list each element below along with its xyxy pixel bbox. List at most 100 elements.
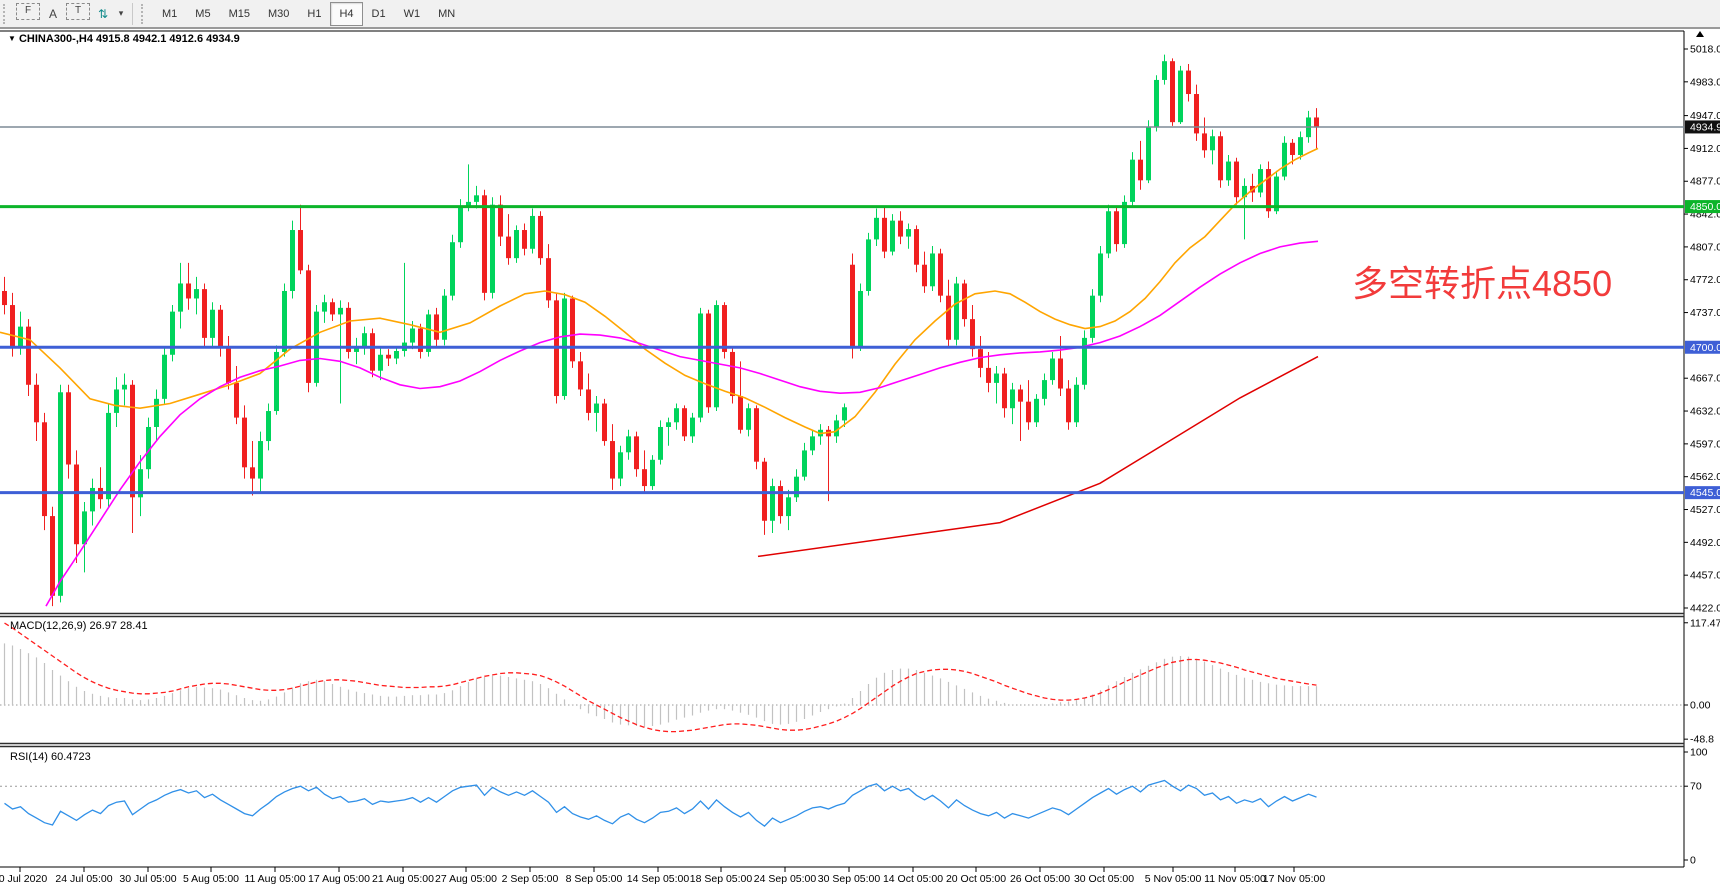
- tf-button-M15[interactable]: M15: [228, 7, 250, 20]
- dropdown-caret-icon[interactable]: ▾: [118, 8, 124, 18]
- candle-body: [786, 497, 791, 517]
- candle-body: [458, 206, 463, 243]
- tf-button-H4[interactable]: H4: [330, 1, 363, 26]
- candle-body: [82, 511, 87, 545]
- candle-body: [538, 215, 543, 259]
- tf-button-MN[interactable]: MN: [438, 7, 456, 20]
- candle-body: [1098, 253, 1103, 296]
- candle-body: [970, 319, 975, 350]
- tf-button-M30[interactable]: M30: [267, 7, 290, 20]
- symbol-info-line: ▼ CHINA300-,H4 4915.8 4942.1 4912.6 4934…: [8, 33, 240, 45]
- tf-button-W1[interactable]: W1: [403, 7, 421, 20]
- candle-body: [506, 236, 511, 259]
- candle-body: [330, 302, 335, 315]
- ma-magenta-line[interactable]: [45, 240, 1319, 607]
- candle-body: [778, 486, 783, 517]
- candle-body: [1106, 211, 1111, 254]
- candle-body: [186, 283, 191, 299]
- time-tick-label: 30 Oct 05:00: [1074, 873, 1134, 885]
- candle-body: [938, 253, 943, 296]
- candle-body: [834, 420, 839, 437]
- candle-body: [1234, 161, 1239, 198]
- candle-body: [114, 389, 119, 413]
- macd-tick-label: 117.47: [1690, 617, 1720, 629]
- scale-marker-icon: [1696, 31, 1704, 37]
- red-trendline[interactable]: [757, 355, 1319, 558]
- price-tick-label: 4597.0: [1690, 438, 1720, 450]
- candle-body: [714, 305, 719, 408]
- candle-body: [898, 220, 903, 237]
- candle-body: [642, 469, 647, 487]
- time-tick-label: 21 Aug 05:00: [372, 873, 434, 885]
- price-tick-label: 5018.0: [1690, 44, 1720, 56]
- time-tick-label: 11 Aug 05:00: [244, 873, 305, 885]
- candle-body: [690, 417, 695, 437]
- candle-body: [850, 264, 855, 348]
- tf-button-H1[interactable]: H1: [307, 7, 322, 20]
- time-tick-label: 30 Sep 05:00: [818, 873, 881, 885]
- toolbar-grip-2[interactable]: [141, 3, 150, 24]
- candle-body: [1082, 337, 1087, 385]
- candle-body: [10, 305, 15, 348]
- candle-body: [514, 230, 519, 259]
- candle-body: [210, 309, 215, 338]
- candle-body: [1050, 358, 1055, 381]
- text-label-icon[interactable]: A: [48, 6, 57, 21]
- candle-body: [1122, 201, 1127, 245]
- chevron-down-icon[interactable]: ▼: [8, 34, 16, 43]
- candle-body: [122, 384, 127, 390]
- tf-button-M1[interactable]: M1: [162, 7, 178, 20]
- candle-body: [570, 298, 575, 362]
- candle-body: [746, 408, 751, 430]
- candle-body: [482, 195, 487, 293]
- candle-body: [290, 230, 295, 291]
- ma-orange-line[interactable]: [0, 147, 1319, 435]
- text-box-icon[interactable]: T: [66, 2, 90, 20]
- price-tick-label: 4632.0: [1690, 406, 1720, 418]
- time-tick-label: 5 Aug 05:00: [183, 873, 239, 885]
- candle-body: [426, 314, 431, 352]
- candle-body: [978, 349, 983, 368]
- price-badge-label: 4934.9: [1690, 121, 1720, 133]
- candle-body: [1042, 380, 1047, 399]
- candle-body: [1178, 70, 1183, 123]
- candle-body: [1138, 159, 1143, 181]
- symbol-ohlc: 4915.8 4942.1 4912.6 4934.9: [96, 33, 240, 45]
- candle-body: [450, 242, 455, 296]
- tf-button-M5[interactable]: M5: [195, 7, 211, 20]
- candle-body: [1018, 389, 1023, 402]
- time-tick-label: 20 Jul 2020: [0, 873, 47, 885]
- candle-body: [738, 396, 743, 430]
- candle-body: [706, 313, 711, 408]
- candle-body: [1274, 176, 1279, 212]
- cycle-colors-icon[interactable]: ⇅: [97, 6, 109, 21]
- time-tick-label: 18 Sep 05:00: [690, 873, 753, 885]
- chart-text-annotation[interactable]: 多空转折点4850: [1352, 263, 1613, 304]
- price-tick-label: 4457.0: [1690, 570, 1720, 582]
- candle-body: [1058, 358, 1063, 389]
- candle-body: [994, 373, 999, 383]
- toolbar-grip[interactable]: [3, 3, 12, 24]
- candle-body: [26, 326, 31, 385]
- price-badge: [1685, 486, 1720, 500]
- candle-body: [466, 201, 471, 207]
- tf-button-D1[interactable]: D1: [371, 7, 386, 20]
- candle-body: [754, 408, 759, 462]
- candle-body: [986, 367, 991, 383]
- candle-body: [170, 311, 175, 355]
- time-tick-label: 17 Nov 05:00: [1263, 873, 1326, 885]
- candle-body: [914, 229, 919, 265]
- chart-shift-icon[interactable]: F: [16, 2, 40, 20]
- candle-body: [442, 295, 447, 340]
- candle-body: [1026, 401, 1031, 423]
- price-tick-label: 4947.0: [1690, 110, 1720, 122]
- candle-body: [858, 290, 863, 348]
- candle-body: [954, 283, 959, 340]
- candle-body: [546, 258, 551, 301]
- price-tick-label: 4492.0: [1690, 537, 1720, 549]
- candle-body: [338, 307, 343, 315]
- time-tick-label: 2 Sep 05:00: [502, 873, 559, 885]
- candle-body: [322, 302, 327, 312]
